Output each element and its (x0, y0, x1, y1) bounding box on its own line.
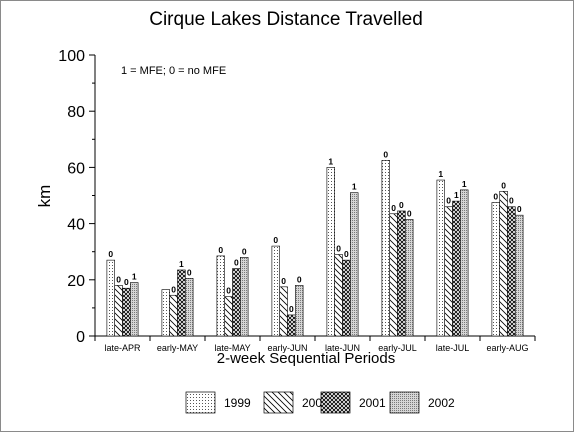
bar-2001-early-JUL (397, 210, 406, 337)
bar-1999-early-JUL (381, 160, 390, 337)
data-label: 0 (501, 180, 506, 190)
x-tick-label: late-MAY (214, 343, 250, 353)
data-label: 0 (383, 149, 388, 159)
bar-2000-early-JUN (279, 286, 288, 337)
bar-2001-late-JUL (452, 200, 461, 337)
x-tick-label: late-JUL (436, 343, 470, 353)
bar-2002-early-MAY (185, 278, 194, 337)
bar-1999-late-JUL (436, 179, 445, 337)
data-label: 0 (297, 274, 302, 284)
y-tick-label: 60 (67, 160, 85, 177)
bar-2000-late-MAY (224, 296, 233, 337)
data-label: 1 (132, 272, 137, 282)
legend-label: 1999 (224, 396, 251, 410)
legend-item-1999: 1999 (185, 391, 251, 414)
bar-2001-late-MAY (232, 268, 241, 337)
bar-2000-late-JUL (444, 206, 453, 337)
bar-2000-early-MAY (169, 294, 178, 337)
data-label: 1 (328, 156, 333, 166)
x-tick-label: late-JUN (325, 343, 360, 353)
data-label: 0 (242, 246, 247, 256)
data-label: 0 (234, 258, 239, 268)
bar-2002-late-JUL (459, 189, 469, 337)
bar-2001-early-AUG (507, 206, 516, 337)
bar-1999-late-JUN (326, 167, 335, 337)
bar-2000-early-JUL (389, 213, 398, 337)
data-label: 0 (407, 208, 412, 218)
y-tick-label: 100 (58, 48, 85, 65)
data-label: 0 (108, 249, 113, 259)
y-tick-label: 40 (67, 217, 85, 234)
bar-1999-early-AUG (491, 202, 500, 337)
data-label: 0 (391, 203, 396, 213)
data-label: 0 (336, 244, 341, 254)
data-label: 1 (438, 169, 443, 179)
legend-item-2001: 2001 (320, 391, 386, 414)
x-tick-label: early-AUG (486, 343, 528, 353)
data-label: 0 (517, 204, 522, 214)
bar-2002-late-APR (130, 282, 139, 337)
bar-2002-late-JUN (349, 192, 359, 337)
data-label: 0 (289, 304, 294, 314)
legend-swatch (185, 391, 216, 414)
data-label: 0 (124, 277, 129, 287)
bar-1999-late-APR (106, 259, 116, 337)
data-label: 0 (171, 284, 176, 294)
legend-swatch (389, 391, 420, 414)
data-label: 0 (273, 235, 278, 245)
x-tick-label: early-MAY (157, 343, 198, 353)
bar-2002-late-MAY (240, 257, 249, 337)
data-label: 1 (352, 182, 357, 192)
bar-2000-late-APR (114, 285, 123, 337)
x-tick-label: early-JUN (267, 343, 307, 353)
legend-label: 2001 (359, 396, 386, 410)
x-tick-label: early-JUL (378, 343, 417, 353)
data-label: 0 (399, 200, 404, 210)
bar-2002-early-JUN (294, 285, 304, 337)
bar-2001-late-APR (122, 287, 131, 337)
bar-2001-early-MAY (177, 269, 186, 337)
y-tick-label: 20 (67, 273, 85, 290)
legend-item-2002: 2002 (389, 391, 455, 414)
bar-1999-early-JUN (271, 245, 280, 337)
chart-annotation: 1 = MFE; 0 = no MFE (121, 65, 226, 77)
data-label: 0 (493, 192, 498, 202)
x-axis-label: 2-week Sequential Periods (217, 350, 395, 367)
data-label: 0 (446, 196, 451, 206)
y-tick-label: 0 (76, 329, 85, 346)
data-label: 0 (116, 274, 121, 284)
y-axis-label: km (35, 185, 54, 208)
data-label: 0 (344, 249, 349, 259)
bar-2002-early-AUG (514, 214, 524, 337)
bar-2001-early-JUN (287, 314, 296, 337)
legend-label: 2002 (428, 396, 455, 410)
data-label: 0 (509, 196, 514, 206)
legend-item-2000: 2000 (263, 391, 329, 414)
bar-2002-early-JUL (404, 219, 414, 337)
data-label: 0 (187, 267, 192, 277)
chart-title: Cirque Lakes Distance Travelled (149, 9, 423, 30)
bar-2000-early-AUG (499, 190, 508, 337)
data-label: 1 (179, 259, 184, 269)
bar-1999-early-MAY (161, 289, 170, 337)
data-label: 0 (281, 276, 286, 286)
data-label: 1 (462, 179, 467, 189)
data-label: 0 (226, 286, 231, 296)
bar-2001-late-JUN (342, 259, 351, 337)
x-tick-label: late-APR (104, 343, 141, 353)
data-label: 1 (454, 190, 459, 200)
y-tick-label: 80 (67, 104, 85, 121)
bar-1999-late-MAY (216, 255, 225, 337)
legend-swatch (263, 391, 294, 414)
legend-swatch (320, 391, 351, 414)
data-label: 0 (218, 245, 223, 255)
bar-2000-late-JUN (334, 254, 343, 337)
